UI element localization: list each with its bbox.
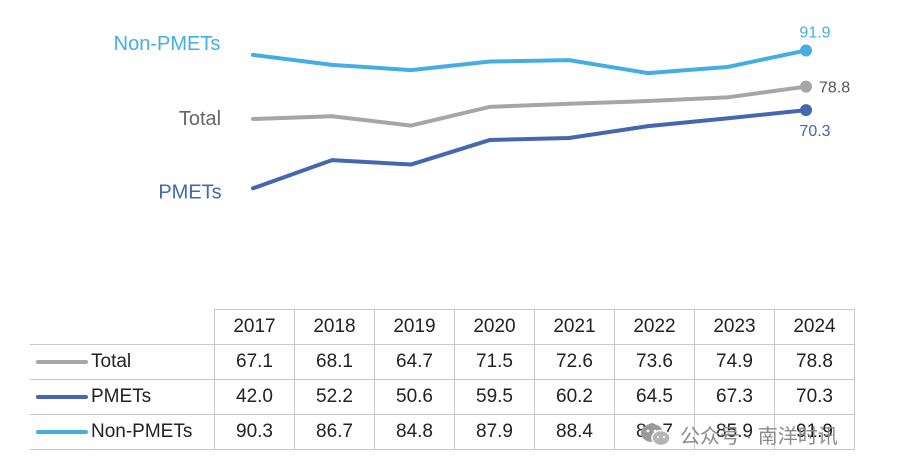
- table-cell: 64.7: [374, 344, 455, 380]
- table-cell: 52.2: [294, 379, 375, 415]
- table-row-total: Total 67.1 68.1 64.7 71.5 72.6 73.6 74.9…: [30, 344, 855, 380]
- line-chart: Total 78.8 PMETs 70.3 Non-PMETs 91.9: [114, 24, 851, 203]
- year-header: 2020: [454, 309, 535, 345]
- year-header: 2019: [374, 309, 455, 345]
- watermark-text: 公众号 · 南洋时讯: [680, 426, 838, 448]
- table-cell: 50.6: [374, 379, 455, 415]
- legend-swatch-non-pmets: [36, 429, 88, 434]
- series-label-non-pmets: Non-PMETs: [114, 33, 221, 55]
- series-label-pmets: PMETs: [158, 181, 221, 203]
- legend-swatch-total: [36, 359, 88, 364]
- series-line-total: [251, 84, 808, 128]
- table-cell: 42.0: [214, 379, 295, 415]
- watermark: 公众号 · 南洋时讯: [640, 420, 838, 449]
- end-point-non-pmets: [800, 44, 812, 57]
- year-header: 2022: [614, 309, 695, 345]
- data-table: 2017 2018 2019 2020 2021 2022 2023 2024 …: [30, 309, 855, 450]
- table-cell: 87.9: [454, 414, 535, 450]
- data-label-non-pmets: 91.9: [799, 24, 830, 41]
- table-cell: 84.8: [374, 414, 455, 450]
- legend-label: Total: [91, 351, 132, 372]
- data-label-pmets: 70.3: [799, 123, 830, 140]
- year-header: 2024: [774, 309, 855, 345]
- table-cell: 60.2: [534, 379, 615, 415]
- legend-entry-total: Total: [30, 344, 215, 380]
- table-cell: 70.3: [774, 379, 855, 415]
- table-cell: 91.9: [774, 414, 855, 450]
- table-cell: 86.7: [294, 414, 375, 450]
- table-cell: 72.6: [534, 344, 615, 380]
- table-cell: 74.9: [694, 344, 775, 380]
- wechat-icon: [641, 423, 671, 446]
- year-header: 2021: [534, 309, 615, 345]
- data-label-total: 78.8: [819, 80, 850, 97]
- table-cell: 73.6: [614, 344, 695, 380]
- table-row-non-pmets: Non-PMETs 90.3 86.7 84.8 87.9 88.4 83.7 …: [30, 414, 855, 450]
- table-corner: [30, 309, 215, 345]
- year-header: 2023: [694, 309, 775, 345]
- series-line-pmets: [251, 108, 808, 191]
- table-header-row: 2017 2018 2019 2020 2021 2022 2023 2024: [30, 309, 855, 345]
- legend-label: Non-PMETs: [91, 421, 193, 442]
- table-cell: 59.5: [454, 379, 535, 415]
- series-line-non-pmets: [251, 48, 808, 76]
- year-header: 2018: [294, 309, 375, 345]
- table-row-pmets: PMETs 42.0 52.2 50.6 59.5 60.2 64.5 67.3…: [30, 379, 855, 415]
- end-point-pmets: [800, 104, 812, 117]
- year-header: 2017: [214, 309, 295, 345]
- table-cell: 71.5: [454, 344, 535, 380]
- legend-entry-pmets: PMETs: [30, 379, 215, 415]
- end-point-total: [800, 80, 812, 93]
- table-cell: 85.9: [694, 414, 775, 450]
- table-cell: 67.3: [694, 379, 775, 415]
- table-cell: 88.4: [534, 414, 615, 450]
- table-cell: 78.8: [774, 344, 855, 380]
- legend-label: PMETs: [91, 386, 152, 407]
- table-cell: 90.3: [214, 414, 295, 450]
- series-label-total: Total: [179, 108, 221, 130]
- table-cell: 67.1: [214, 344, 295, 380]
- legend-swatch-pmets: [36, 394, 88, 399]
- table-cell: 68.1: [294, 344, 375, 380]
- legend-entry-non-pmets: Non-PMETs: [30, 414, 215, 450]
- table-cell: 64.5: [614, 379, 695, 415]
